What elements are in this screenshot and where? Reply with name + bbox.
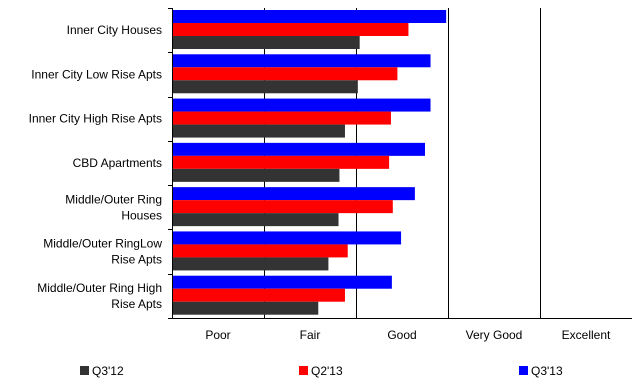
bar-q213 xyxy=(173,288,345,302)
category-label-line: Inner City Low Rise Apts xyxy=(31,67,162,81)
category-label-line: Inner City High Rise Apts xyxy=(29,112,162,126)
bar-q213 xyxy=(173,23,409,36)
legend-swatch xyxy=(519,366,528,375)
category-label-line: Houses xyxy=(121,208,162,222)
bar-q312 xyxy=(173,36,360,49)
legend-swatch xyxy=(80,366,89,375)
x-tick-label: Excellent xyxy=(562,328,611,342)
category-label-line: CBD Apartments xyxy=(73,156,162,170)
bar-q312 xyxy=(173,213,339,227)
x-tick-labels: Poor Fair Good Very Good Excellent xyxy=(205,328,611,342)
legend-label: Q2'13 xyxy=(311,364,343,378)
bar-q213 xyxy=(173,200,393,214)
bar-groups xyxy=(173,10,447,315)
legend-label: Q3'12 xyxy=(92,364,124,378)
category-label-line: Middle/Outer Ring xyxy=(65,192,162,206)
legend-swatch xyxy=(299,366,308,375)
bar-q213 xyxy=(173,155,390,169)
x-tick-label: Good xyxy=(387,328,416,342)
bar-q312 xyxy=(173,168,340,182)
bar-q313 xyxy=(173,187,415,201)
category-label: Middle/Outer RingLow Rise Apts xyxy=(43,237,162,267)
x-tick-label: Fair xyxy=(300,328,321,342)
category-label-line: Rise Apts xyxy=(111,297,162,311)
legend: Q3'12 Q2'13 Q3'13 xyxy=(80,364,563,378)
bar-q313 xyxy=(173,98,431,112)
category-label: Inner City Low Rise Apts xyxy=(31,67,162,81)
bar-q312 xyxy=(173,124,345,138)
category-label: Inner City Houses xyxy=(67,23,162,37)
category-label: Inner City High Rise Apts xyxy=(29,112,162,126)
bar-q312 xyxy=(173,257,329,271)
category-label-line: Middle/Outer RingLow xyxy=(43,237,162,251)
x-tick-label: Very Good xyxy=(466,328,523,342)
bar-q213 xyxy=(173,244,348,258)
bar-q313 xyxy=(173,231,402,245)
bar-q313 xyxy=(173,142,425,156)
category-label: Middle/Outer Ring High Rise Apts xyxy=(37,281,162,311)
category-label-line: Middle/Outer Ring High xyxy=(37,281,162,295)
legend-label: Q3'13 xyxy=(531,364,563,378)
x-tick-label: Poor xyxy=(205,328,230,342)
bar-q312 xyxy=(173,80,358,94)
category-label: CBD Apartments xyxy=(73,156,162,170)
bar-q313 xyxy=(173,10,447,23)
bar-q313 xyxy=(173,275,392,289)
bar-q313 xyxy=(173,54,431,68)
category-label-line: Rise Apts xyxy=(111,253,162,267)
bar-q213 xyxy=(173,67,398,81)
category-label-line: Inner City Houses xyxy=(67,23,162,37)
bar-q213 xyxy=(173,111,391,125)
category-labels: Inner City Houses Inner City Low Rise Apt… xyxy=(29,23,163,311)
bar-q312 xyxy=(173,301,319,315)
category-label: Middle/Outer Ring Houses xyxy=(65,192,162,222)
